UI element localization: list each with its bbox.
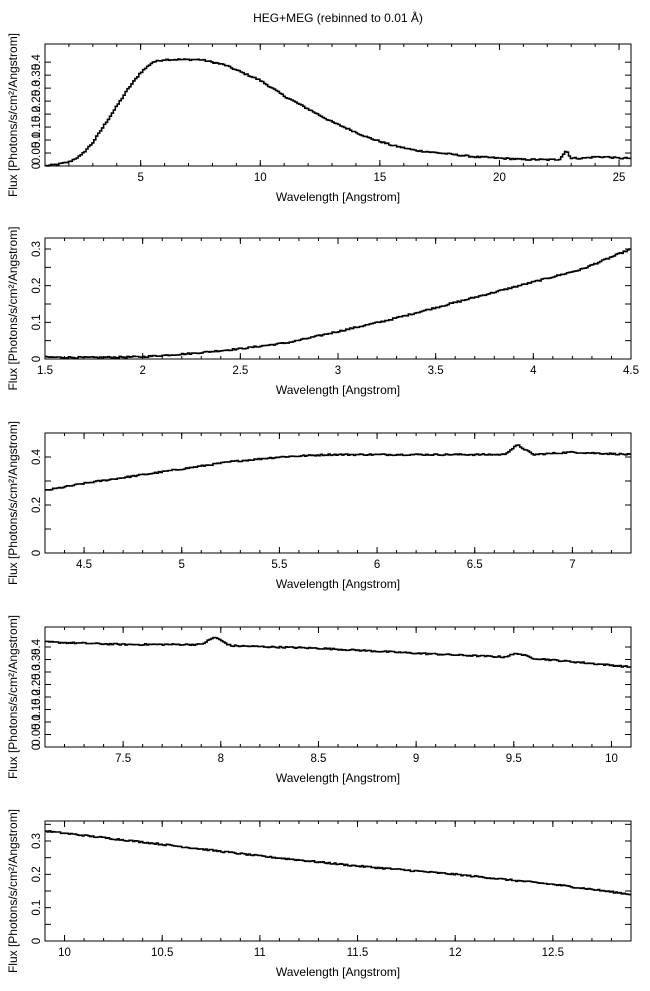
chart-panel-5: 10 10.5 11 11.5 12 12.5 0 0.1 0.2 0.3 Wavelength [… <box>6 809 632 979</box>
chart-panel-4: 7.5 8 8.5 9 9.5 10 00.050.10.150.20.250.30.350… <box>6 615 632 785</box>
x-tick-label: 4.5 <box>76 559 92 571</box>
chart-panel-3: 4.5 5 5.5 6 6.5 7 0 0.2 0.4 Wavelength [Angstrom]… <box>6 421 632 591</box>
y-axis-label: Flux [Photons/s/cm²/Angstrom] <box>6 615 20 779</box>
y-axis-label: Flux [Photons/s/cm²/Angstrom] <box>6 33 20 197</box>
x-tick-label: 10 <box>58 947 71 959</box>
y-tick-label: 0 <box>31 938 43 944</box>
x-tick-label: 8.5 <box>310 753 326 765</box>
x-tick-label: 6.5 <box>467 559 483 571</box>
spectrum-line <box>45 444 631 491</box>
x-tick-label: 7 <box>569 559 575 571</box>
x-tick-label: 9 <box>413 753 419 765</box>
y-tick-label: 0.05 <box>31 142 43 164</box>
x-axis-label: Wavelength [Angstrom] <box>276 965 400 979</box>
plot-frame <box>44 432 632 554</box>
x-tick-label: 11.5 <box>347 947 369 959</box>
x-tick-label: 4 <box>530 365 537 377</box>
panels: 5 10 15 20 2500.050.10.150.20.250.30.350.4Wa… <box>6 33 639 979</box>
y-axis-label: Flux [Photons/s/cm²/Angstrom] <box>6 226 20 390</box>
y-axis-label: Flux [Photons/s/cm²/Angstrom] <box>6 809 20 973</box>
y-tick-label: 0 <box>31 163 43 169</box>
x-tick-label: 20 <box>493 172 506 184</box>
x-tick-label: 6 <box>374 559 380 571</box>
y-tick-label: 0.35 <box>31 64 43 86</box>
x-tick-label: 12 <box>449 947 462 959</box>
x-axis-label: Wavelength [Angstrom] <box>276 771 400 785</box>
y-tick-label: 0 <box>31 744 43 750</box>
chart-panel-1: 5 10 15 20 25 00.050.10.150.20.250.30.350.4 Wa… <box>6 33 632 204</box>
y-tick-label: 0.1 <box>31 900 43 916</box>
y-tick-label: 0.3 <box>31 833 43 849</box>
x-tick-label: 25 <box>613 172 626 184</box>
x-tick-label: 5 <box>137 172 143 184</box>
y-axis-label: Flux [Photons/s/cm²/Angstrom] <box>6 421 20 585</box>
x-tick-label: 3 <box>335 365 341 377</box>
y-tick-label: 0.1 <box>31 714 43 730</box>
spectrum-line <box>45 636 631 668</box>
y-tick-label: 0.1 <box>31 314 43 330</box>
y-tick-label: 0.2 <box>31 497 43 513</box>
y-tick-label: 0.15 <box>31 116 43 138</box>
y-tick-label: 0.15 <box>31 698 43 720</box>
x-tick-label: 10 <box>254 172 267 184</box>
y-tick-label: 0.2 <box>31 106 43 122</box>
chart-panel-2: 1.5 2 2.5 3 3.5 4 4.5 0 0.1 0.2 0.3 Wavelength [Ang… <box>6 226 639 397</box>
plot-frame <box>44 237 632 360</box>
y-tick-label: 0.3 <box>31 80 43 96</box>
x-axis-label: Wavelength [Angstrom] <box>276 383 400 397</box>
x-tick-label: 3.5 <box>428 365 444 377</box>
y-tick-label: 0.2 <box>31 866 43 882</box>
x-tick-label: 10.5 <box>151 947 173 959</box>
x-tick-label: 2.5 <box>232 365 248 377</box>
y-tick-label: 0.4 <box>31 448 43 465</box>
y-tick-label: 0.2 <box>31 689 43 705</box>
y-tick-label: 0.1 <box>31 132 43 148</box>
x-tick-label: 5 <box>179 559 185 571</box>
y-tick-label: 0 <box>31 550 43 556</box>
y-tick-label: 0.3 <box>31 664 43 680</box>
x-tick-label: 7.5 <box>115 753 131 765</box>
x-tick-label: 15 <box>373 172 386 184</box>
x-axis-label: Wavelength [Angstrom] <box>276 577 400 591</box>
spectrum-line <box>45 248 631 359</box>
x-tick-label: 12.5 <box>542 947 564 959</box>
spectrum-line <box>45 830 631 896</box>
x-tick-label: 8 <box>218 753 224 765</box>
y-tick-label: 0.35 <box>31 648 43 670</box>
plot-frame <box>44 820 632 942</box>
y-tick-label: 0.4 <box>31 638 43 655</box>
x-tick-label: 9.5 <box>506 753 522 765</box>
x-tick-label: 5.5 <box>271 559 287 571</box>
y-tick-label: 0.3 <box>31 241 43 257</box>
x-tick-label: 4.5 <box>623 365 639 377</box>
y-tick-label: 0 <box>31 356 43 362</box>
x-tick-label: 11 <box>254 947 266 959</box>
figure-title: HEG+MEG (rebinned to 0.01 Å) <box>253 10 423 25</box>
y-tick-label: 0.05 <box>31 723 43 745</box>
x-tick-label: 10 <box>605 753 618 765</box>
x-tick-label: 2 <box>139 365 145 377</box>
plot-frame <box>44 43 632 167</box>
y-tick-label: 0.4 <box>31 54 43 71</box>
y-tick-label: 0.25 <box>31 90 43 112</box>
x-axis-label: Wavelength [Angstrom] <box>276 190 400 204</box>
spectrum-line <box>45 58 631 167</box>
x-tick-label: 1.5 <box>37 365 53 377</box>
y-tick-label: 0.2 <box>31 278 43 294</box>
y-tick-label: 0.25 <box>31 673 43 695</box>
